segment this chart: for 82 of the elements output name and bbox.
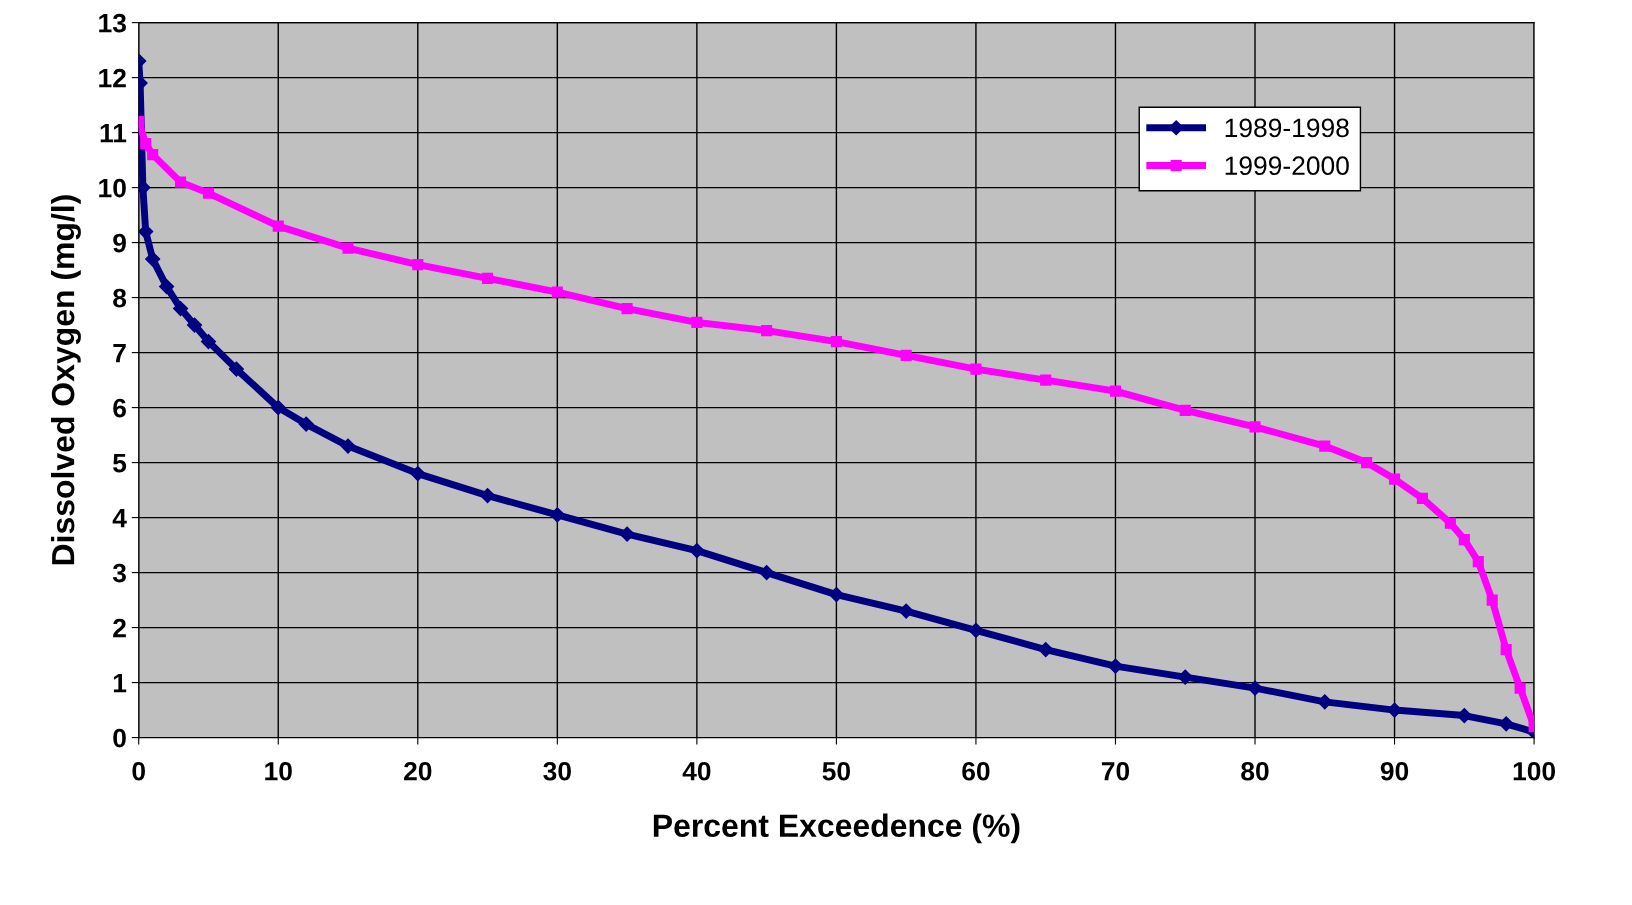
point [200,334,217,350]
point [272,220,284,232]
point [140,138,152,150]
y-tick-label: 12 [99,68,126,88]
x-tick-label: 70 [1101,761,1130,781]
y-tick-label: 11 [100,124,127,143]
point [410,466,426,482]
point [1179,404,1191,416]
point [175,176,187,188]
point [759,565,775,581]
point [145,251,161,267]
y-tick-label: 2 [113,618,126,638]
x-tick-label: 80 [1241,761,1269,781]
x-tick-label: 50 [822,761,850,781]
y-tick-label: 13 [99,13,126,33]
point [689,543,705,559]
point [138,224,154,240]
point [551,286,563,298]
point [1361,457,1373,469]
x-tick-label: 20 [404,761,432,781]
point [1038,642,1054,658]
point [342,242,354,254]
x-tick-label: 30 [543,761,571,781]
point [1500,644,1512,656]
y-tick-label: 9 [113,233,126,253]
point [202,187,215,199]
point [1416,492,1429,504]
point [828,587,844,603]
x-tick-label: 90 [1380,761,1409,781]
x-axis-title: Percent Exceedence (%) [653,813,1020,844]
legend-label: 1999-2000 [1225,156,1349,176]
point [1486,594,1498,606]
y-tick-label: 1 [113,673,127,693]
point [619,526,635,542]
point [549,507,565,523]
point [970,363,982,375]
y-tick-label: 5 [113,454,127,473]
y-axis-title: Dissolved Oxygen (mg/l) [50,195,81,565]
point [900,349,912,361]
point [691,316,703,328]
y-tick-label: 8 [113,288,127,308]
point [298,416,314,432]
x-tick-label: 40 [682,761,711,781]
point [1177,669,1193,685]
point [1388,473,1401,485]
point [898,603,914,619]
point [482,272,494,284]
point [1498,716,1514,732]
point [1249,421,1261,433]
point [479,488,496,504]
point [1109,385,1122,397]
point [1247,680,1263,696]
point [1458,534,1470,546]
legend-label: 1989-1998 [1225,118,1349,138]
y-tick-label: 0 [113,728,126,748]
x-tick-label: 10 [265,761,292,781]
y-tick-label: 3 [112,563,126,583]
point [1444,517,1456,529]
point [1472,556,1484,568]
point [1319,440,1331,452]
point [147,149,159,161]
point [830,336,842,348]
point [186,317,203,333]
point [412,259,424,271]
point [761,325,773,337]
y-tick-label: 4 [112,509,127,528]
x-tick-label: 0 [132,761,145,781]
x-tick-label: 100 [1513,761,1556,781]
point [621,303,633,315]
point [340,438,356,454]
point [228,361,244,377]
point [1040,374,1052,386]
point [968,622,984,638]
point [159,279,175,295]
point [1317,694,1333,710]
point [270,400,286,416]
point [1514,682,1526,694]
y-tick-label: 7 [113,344,126,363]
x-tick-label: 60 [962,761,990,781]
point [173,301,189,317]
y-tick-label: 10 [99,178,126,198]
y-tick-label: 6 [113,398,126,418]
